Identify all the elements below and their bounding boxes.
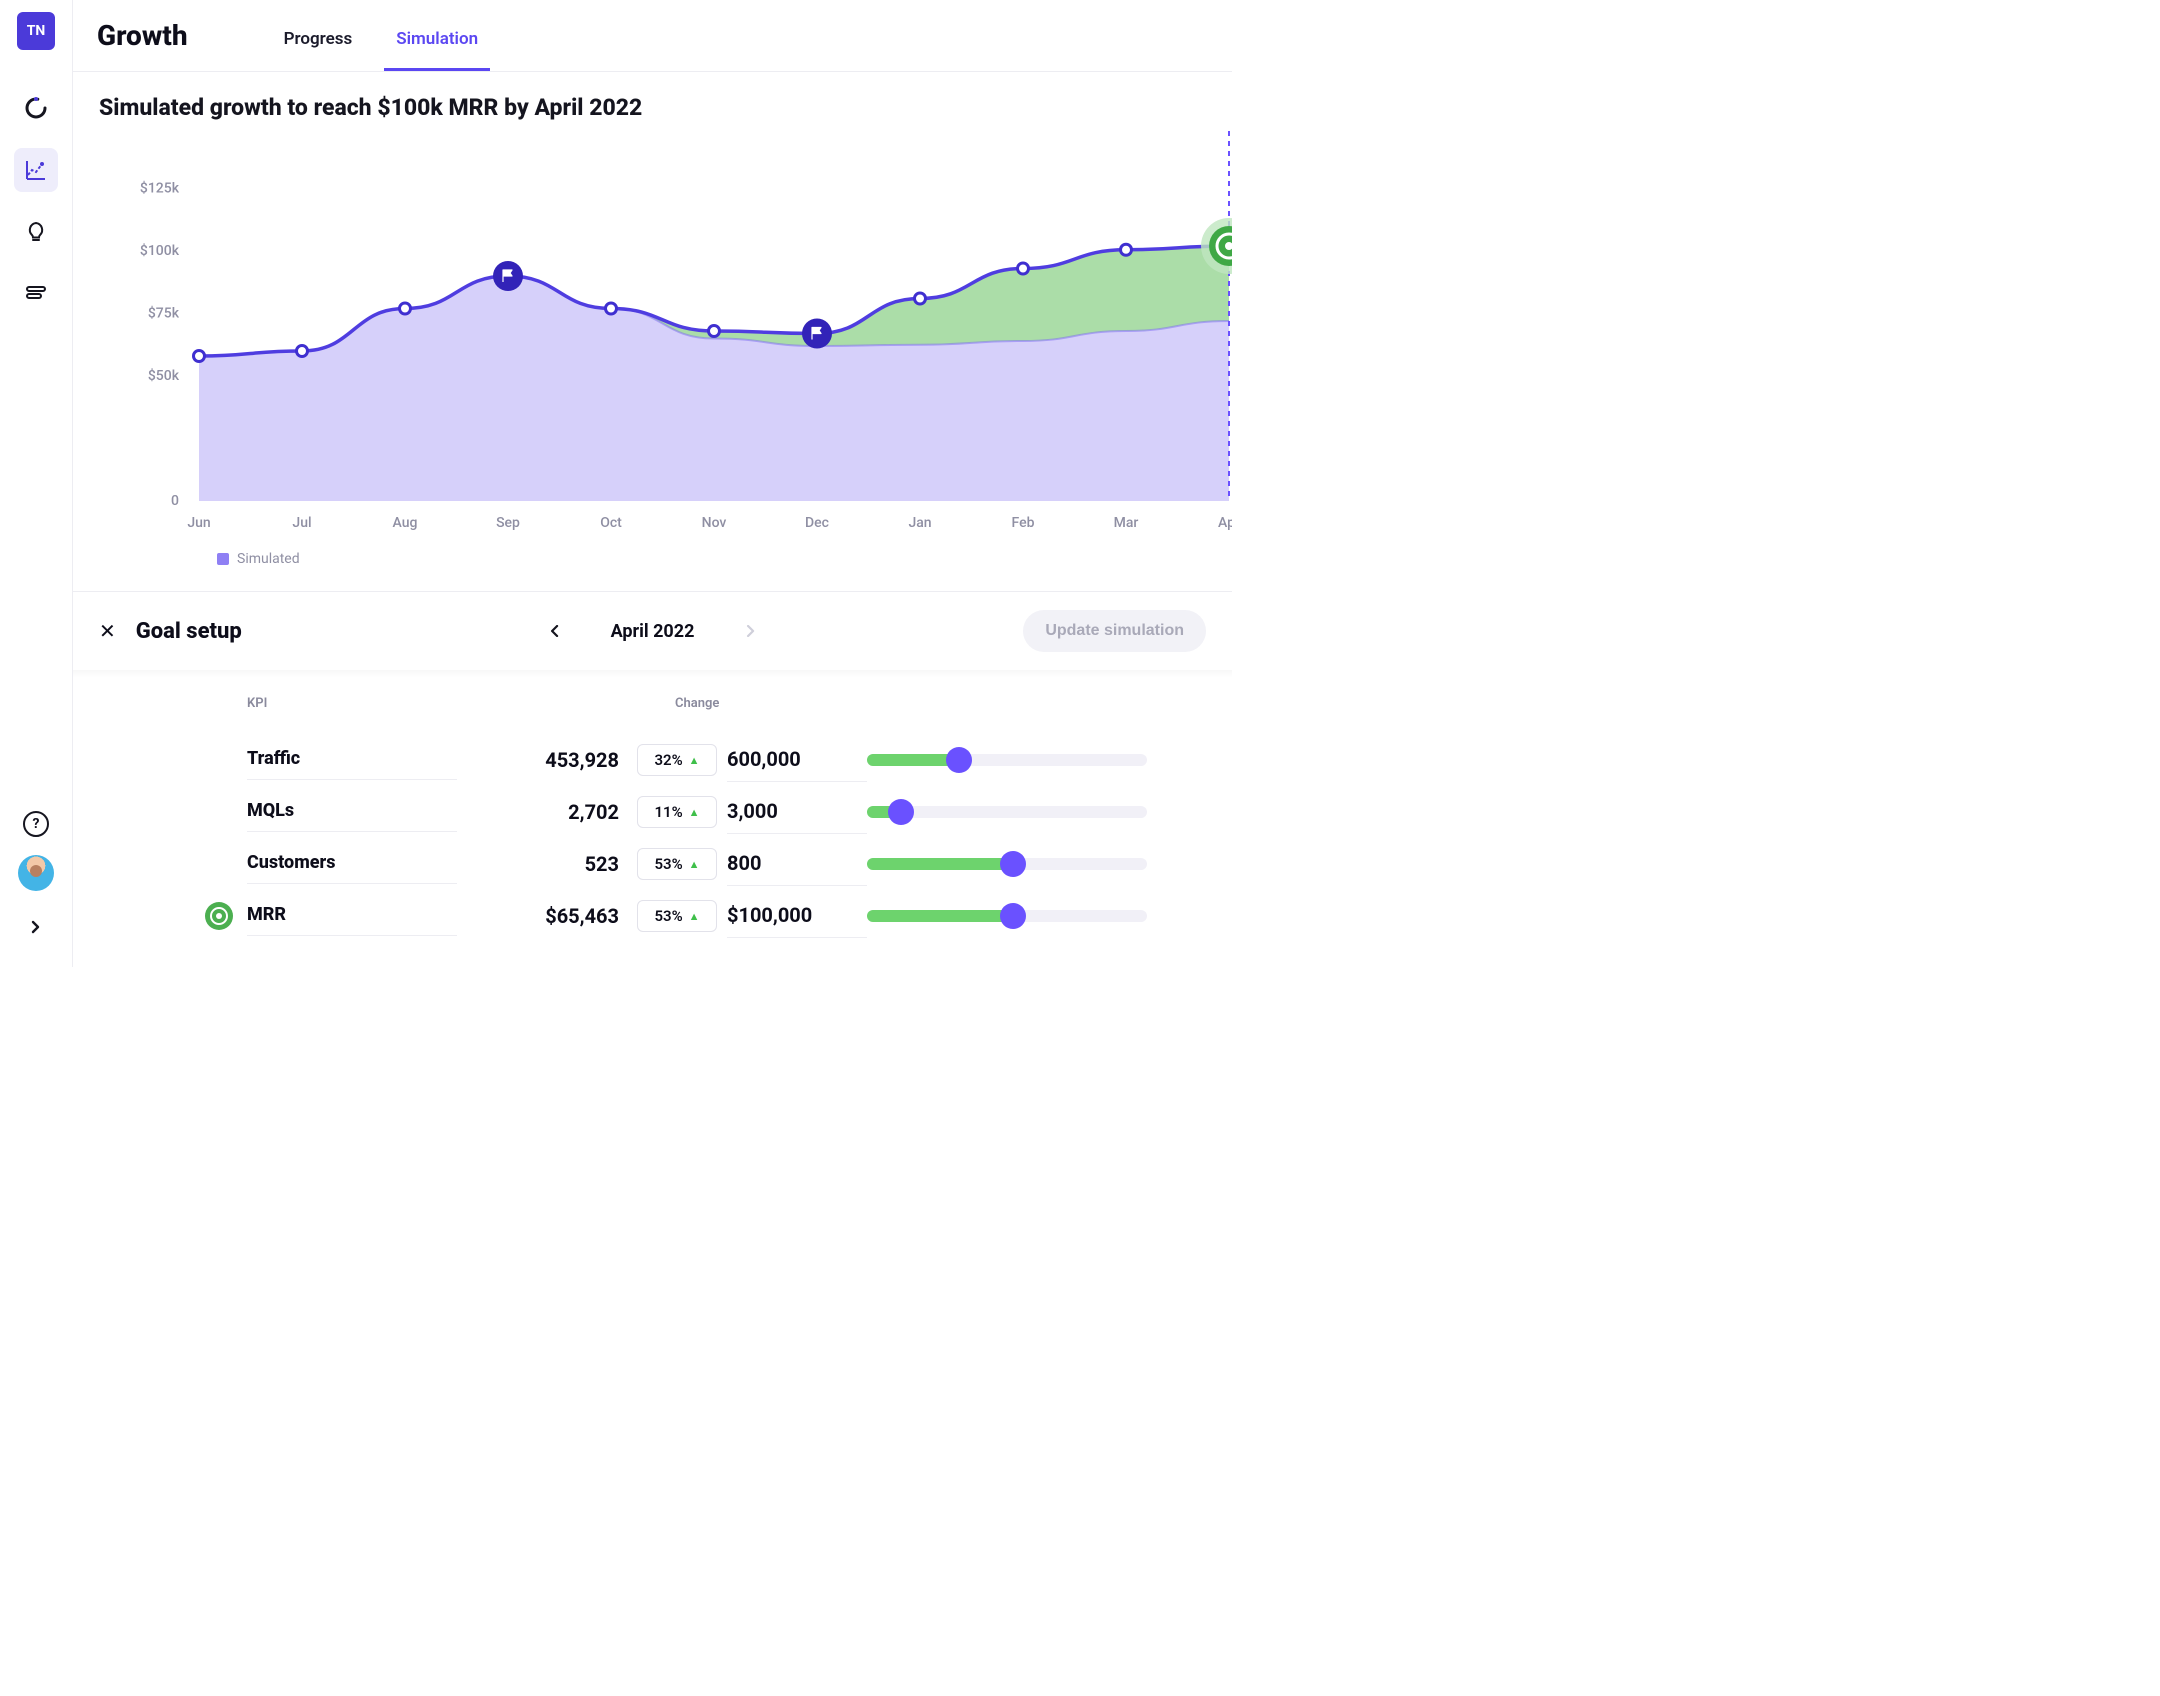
kpi-row: MRR$65,46353%▲ $100,000 xyxy=(99,891,1206,941)
nav-list-icon[interactable] xyxy=(14,272,58,316)
svg-text:Feb: Feb xyxy=(1012,515,1035,531)
goal-setup-title: Goal setup xyxy=(136,619,242,644)
kpi-table: KPI Change Traffic453,92832%▲ 600,000 MQLs… xyxy=(73,678,1232,941)
brand-logo[interactable]: TN xyxy=(17,12,55,50)
update-simulation-button[interactable]: Update simulation xyxy=(1023,610,1206,652)
tab-simulation[interactable]: Simulation xyxy=(396,29,478,71)
close-icon[interactable]: ✕ xyxy=(99,619,116,643)
kpi-row: Customers52353%▲ 800 xyxy=(99,839,1206,889)
kpi-slider[interactable] xyxy=(867,806,1147,818)
kpi-change-badge: 53%▲ xyxy=(637,900,717,932)
svg-text:$75k: $75k xyxy=(148,305,180,322)
expand-sidebar-icon[interactable] xyxy=(14,909,58,945)
nav-loader-icon[interactable] xyxy=(14,86,58,130)
svg-text:Nov: Nov xyxy=(702,515,727,531)
kpi-current: 523 xyxy=(457,852,637,876)
kpi-target: 3,000 xyxy=(727,791,867,834)
kpi-slider[interactable] xyxy=(867,910,1147,922)
kpi-change-badge: 32%▲ xyxy=(637,744,717,776)
svg-text:Sep: Sep xyxy=(496,515,520,531)
kpi-slider[interactable] xyxy=(867,754,1147,766)
kpi-label: Customers xyxy=(247,844,457,884)
prev-month-icon[interactable] xyxy=(549,621,561,642)
nav-idea-icon[interactable] xyxy=(14,210,58,254)
kpi-current: 2,702 xyxy=(457,800,637,824)
kpi-target: 600,000 xyxy=(727,739,867,782)
svg-text:$100k: $100k xyxy=(140,242,180,259)
next-month-icon xyxy=(744,621,756,642)
svg-text:Jul: Jul xyxy=(292,515,311,531)
slider-thumb[interactable] xyxy=(1000,851,1026,877)
kpi-slider[interactable] xyxy=(867,858,1147,870)
col-header-kpi: KPI xyxy=(247,696,455,711)
svg-text:Oct: Oct xyxy=(600,515,622,531)
kpi-row: Traffic453,92832%▲ 600,000 xyxy=(99,735,1206,785)
sidebar: TN ? xyxy=(0,0,73,967)
main: Growth Progress Simulation Simulated gro… xyxy=(73,0,1232,967)
svg-text:Apr: Apr xyxy=(1218,515,1232,531)
help-icon[interactable]: ? xyxy=(23,811,49,837)
svg-text:Jan: Jan xyxy=(908,515,931,531)
tabs: Progress Simulation xyxy=(284,0,479,71)
kpi-change-badge: 11%▲ xyxy=(637,796,717,828)
svg-text:Mar: Mar xyxy=(1114,515,1139,531)
kpi-label: Traffic xyxy=(247,740,457,780)
chart-subtitle: Simulated growth to reach $100k MRR by A… xyxy=(99,94,1206,121)
svg-text:Aug: Aug xyxy=(393,515,418,531)
svg-text:Dec: Dec xyxy=(805,515,829,531)
kpi-change-badge: 53%▲ xyxy=(637,848,717,880)
kpi-current: 453,928 xyxy=(457,748,637,772)
goal-date: April 2022 xyxy=(611,621,695,642)
svg-text:0: 0 xyxy=(171,493,179,509)
growth-chart: 0 $50k $75k $100k $125k Jun Jul Aug Sep Oct Nov Dec… xyxy=(99,131,1206,591)
kpi-label: MQLs xyxy=(247,792,457,832)
goal-setup-panel: ✕ Goal setup April 2022 Update simulatio… xyxy=(73,591,1232,943)
slider-thumb[interactable] xyxy=(888,799,914,825)
slider-thumb[interactable] xyxy=(1000,903,1026,929)
slider-thumb[interactable] xyxy=(946,747,972,773)
header: Growth Progress Simulation xyxy=(73,0,1232,72)
page-title: Growth xyxy=(97,19,188,52)
avatar[interactable] xyxy=(18,855,54,891)
svg-text:Simulated: Simulated xyxy=(237,551,300,567)
kpi-label: MRR xyxy=(247,896,457,936)
kpi-target: $100,000 xyxy=(727,895,867,938)
target-icon xyxy=(205,902,233,930)
kpi-current: $65,463 xyxy=(457,904,637,928)
col-header-change: Change xyxy=(675,696,775,711)
nav-growth-icon[interactable] xyxy=(14,148,58,192)
svg-text:$50k: $50k xyxy=(148,367,180,384)
tab-progress[interactable]: Progress xyxy=(284,29,353,71)
kpi-row: MQLs2,70211%▲ 3,000 xyxy=(99,787,1206,837)
kpi-target: 800 xyxy=(727,843,867,886)
svg-text:$125k: $125k xyxy=(140,180,180,197)
svg-text:Jun: Jun xyxy=(187,515,210,531)
